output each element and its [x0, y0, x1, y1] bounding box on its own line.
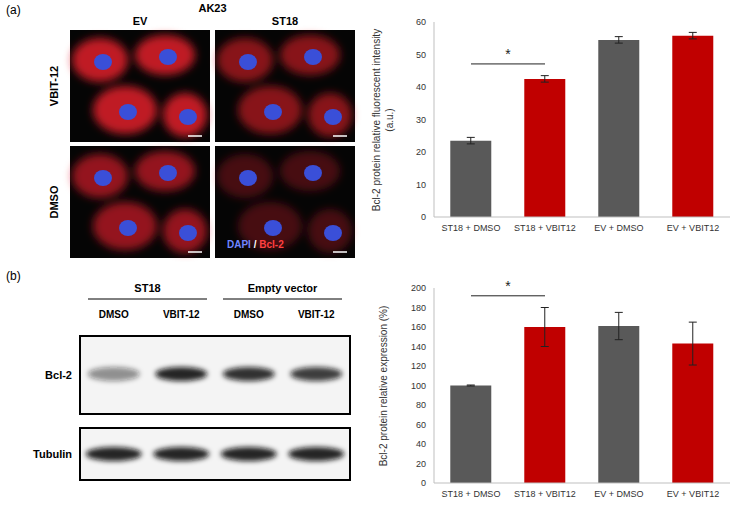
- svg-text:120: 120: [411, 361, 426, 371]
- svg-text:60: 60: [416, 420, 426, 430]
- svg-text:*: *: [505, 278, 511, 294]
- svg-text:ST18: ST18: [272, 15, 298, 27]
- svg-text:EV + VBIT12: EV + VBIT12: [667, 223, 719, 233]
- svg-text:VBIT-12: VBIT-12: [298, 309, 335, 320]
- svg-text:Empty vector: Empty vector: [248, 282, 318, 294]
- svg-text:40: 40: [416, 439, 426, 449]
- svg-text:*: *: [505, 46, 511, 62]
- svg-text:Bcl-2: Bcl-2: [45, 369, 72, 381]
- svg-text:30: 30: [416, 115, 426, 125]
- svg-text:ST18 + VBIT12: ST18 + VBIT12: [514, 489, 576, 499]
- svg-text:EV + DMSO: EV + DMSO: [594, 223, 643, 233]
- svg-text:ST18 + VBIT12: ST18 + VBIT12: [514, 223, 576, 233]
- svg-text:200: 200: [411, 283, 426, 293]
- svg-text:(b): (b): [6, 269, 21, 283]
- svg-text:0: 0: [421, 478, 426, 488]
- svg-text:DMSO: DMSO: [234, 309, 264, 320]
- svg-text:DAPI / Bcl-2: DAPI / Bcl-2: [227, 239, 284, 250]
- svg-text:20: 20: [416, 147, 426, 157]
- html-text:Bcl-2 protein relative express: Bcl-2 protein relative expression (%): [376, 305, 388, 466]
- svg-text:AK23: AK23: [198, 2, 226, 14]
- svg-text:50: 50: [416, 50, 426, 60]
- svg-text:VBIT-12: VBIT-12: [163, 309, 200, 320]
- svg-text:DMSO: DMSO: [48, 185, 60, 218]
- svg-text:ST18 + DMSO: ST18 + DMSO: [442, 223, 501, 233]
- svg-text:100: 100: [411, 381, 426, 391]
- svg-text:ST18: ST18: [134, 282, 160, 294]
- svg-text:0: 0: [421, 212, 426, 222]
- html-text:Bcl-2 protein relative fluores: Bcl-2 protein relative fluorescent inten…: [370, 28, 394, 211]
- svg-text:EV + VBIT12: EV + VBIT12: [667, 489, 719, 499]
- svg-text:DMSO: DMSO: [99, 309, 129, 320]
- svg-text:80: 80: [416, 400, 426, 410]
- svg-text:(a): (a): [6, 3, 21, 17]
- svg-text:60: 60: [416, 17, 426, 27]
- svg-text:EV + DMSO: EV + DMSO: [594, 489, 643, 499]
- svg-text:Tubulin: Tubulin: [33, 448, 72, 460]
- svg-text:40: 40: [416, 82, 426, 92]
- svg-text:140: 140: [411, 342, 426, 352]
- svg-text:160: 160: [411, 322, 426, 332]
- svg-text:10: 10: [416, 180, 426, 190]
- svg-text:ST18 + DMSO: ST18 + DMSO: [442, 489, 501, 499]
- svg-text:180: 180: [411, 303, 426, 313]
- svg-text:20: 20: [416, 459, 426, 469]
- svg-text:EV: EV: [133, 15, 148, 27]
- svg-text:VBIT-12: VBIT-12: [48, 66, 60, 106]
